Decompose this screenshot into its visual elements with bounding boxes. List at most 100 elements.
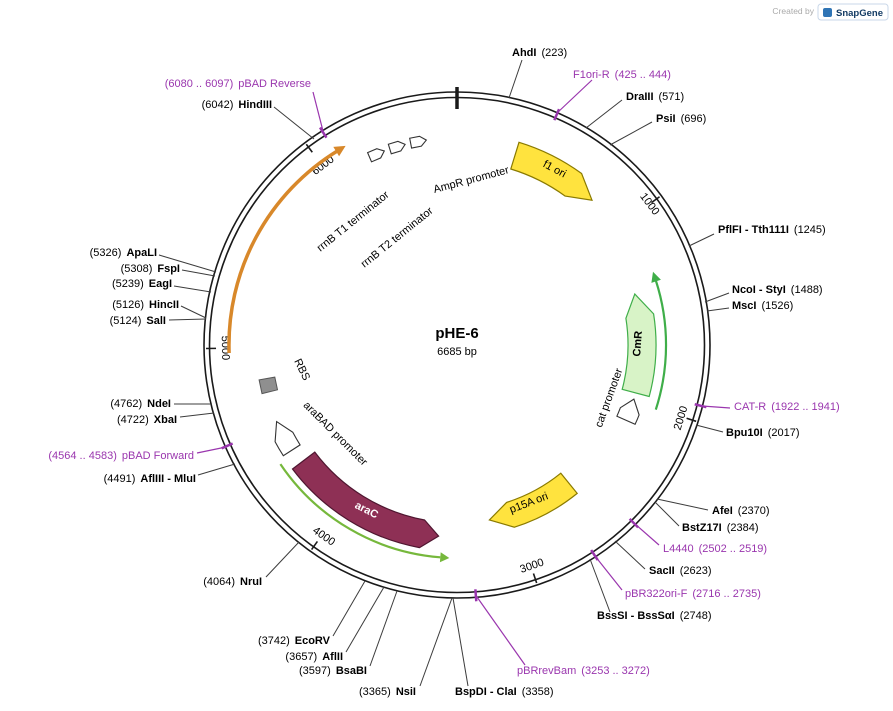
primer-label-pbad-reverse[interactable]: (6080 .. 6097) pBAD Reverse (165, 78, 311, 90)
tick-2000 (686, 417, 697, 423)
cmr-arrow[interactable] (621, 292, 657, 398)
site-name: NruI (240, 576, 262, 588)
leader-line (585, 99, 623, 129)
site-label-sacii[interactable]: SacII (2623) (649, 565, 711, 577)
arac-gene-arrowhead (439, 552, 450, 563)
site-name: NdeI (147, 398, 171, 410)
site-label-psii[interactable]: PsiI (696) (656, 113, 706, 125)
primer-tick-pbrrevbam[interactable] (474, 589, 478, 602)
site-pos: (4762) (110, 398, 142, 410)
site-name: BsaBI (336, 665, 367, 677)
leader-line (173, 285, 212, 293)
primer-name: CAT-R (734, 401, 766, 413)
ampr-promoter-arrow[interactable] (409, 135, 428, 149)
primer-label-f1ori-r[interactable]: F1ori-R (425 .. 444) (573, 69, 671, 81)
site-label-fspi[interactable]: (5308) FspI (121, 263, 180, 275)
primer-leader-line (312, 91, 324, 132)
leader-line (179, 412, 215, 418)
rbs-marker[interactable] (258, 376, 279, 395)
leader-line (369, 590, 398, 667)
site-label-eagi[interactable]: (5239) EagI (112, 278, 172, 290)
site-label-bpu10i[interactable]: Bpu10I (2017) (726, 427, 799, 439)
cmr-gene-arrowhead (651, 271, 661, 283)
rrnb-t2-terminator-arrow[interactable] (387, 140, 406, 155)
site-label-afei[interactable]: AfeI (2370) (712, 505, 770, 517)
primer-tick-pbad-reverse[interactable] (318, 126, 328, 139)
tick-4000 (310, 540, 319, 551)
site-label-ecorv[interactable]: (3742) EcoRV (258, 635, 331, 647)
site-pos: (3358) (522, 686, 554, 698)
site-name: XbaI (154, 414, 177, 426)
primer-leader-line (476, 596, 526, 666)
site-pos: (1488) (791, 284, 823, 296)
f1-ori-arrow[interactable] (510, 141, 593, 201)
leader-lines (158, 59, 730, 687)
primer-name: L4440 (663, 543, 694, 555)
site-label-bsssi[interactable]: BssSI - BssSαI (2748) (597, 610, 711, 622)
site-label-bsabi[interactable]: (3597) BsaBI (299, 665, 367, 677)
site-name: SacII (649, 565, 675, 577)
primer-label-pbad-forward[interactable]: (4564 .. 4583) pBAD Forward (48, 450, 194, 462)
site-label-apali[interactable]: (5326) ApaLI (90, 247, 157, 259)
site-label-bstz17i[interactable]: BstZ17I (2384) (682, 522, 759, 534)
primer-pos: (425 .. 444) (615, 69, 671, 81)
arabad-promoter-arrow[interactable] (274, 420, 301, 457)
primer-leader-lines (196, 79, 731, 666)
leader-line (704, 292, 730, 303)
leader-line (688, 233, 715, 247)
site-label-nrui[interactable]: (4064) NruI (203, 576, 262, 588)
site-pos: (5326) (90, 247, 122, 259)
site-label-afliii-mlui[interactable]: (4491) AflIII - MluI (104, 473, 196, 485)
site-label-aflii[interactable]: (3657) AflII (285, 651, 343, 663)
site-label-pflfi-tth111i[interactable]: PflFI - Tth111I (1245) (718, 224, 826, 236)
leader-line (158, 254, 217, 273)
p15a-ori-arrow[interactable] (488, 472, 579, 528)
site-label-msci[interactable]: MscI (1526) (732, 300, 793, 312)
site-pos: (5308) (121, 263, 153, 275)
site-pos: (2017) (768, 427, 800, 439)
arac-arrow[interactable] (291, 451, 440, 549)
site-name: BstZ17I (682, 522, 722, 534)
primer-tick-f1ori-r[interactable] (553, 108, 561, 121)
plasmid-name: pHE-6 (435, 325, 478, 342)
primer-leader-line (634, 523, 660, 546)
site-label-bspdi-clai[interactable]: BspDI - ClaI (3358) (455, 686, 554, 698)
leader-line (265, 541, 300, 578)
site-pos: (2748) (680, 610, 712, 622)
tick-6000 (305, 143, 313, 153)
site-pos: (4722) (117, 414, 149, 426)
site-label-draiii[interactable]: DraIII (571) (626, 91, 684, 103)
site-label-xbai[interactable]: (4722) XbaI (117, 414, 177, 426)
site-label-ndei[interactable]: (4762) NdeI (110, 398, 171, 410)
cat-promoter-arrow[interactable] (616, 398, 640, 426)
site-pos: (3365) (359, 686, 391, 698)
site-name: HindIII (238, 99, 272, 111)
site-label-sali[interactable]: (5124) SalI (110, 315, 166, 327)
orf-arc[interactable] (227, 149, 339, 354)
site-label-nsii[interactable]: (3365) NsiI (359, 686, 416, 698)
arac-gene-arc[interactable] (279, 463, 441, 559)
snapgene-badge[interactable] (817, 3, 889, 21)
snapgene-brand-label: SnapGene (836, 8, 883, 19)
site-label-hindiii[interactable]: (6042) HindIII (202, 99, 272, 111)
primer-name: pBR322ori-F (625, 588, 688, 600)
site-pos: (3742) (258, 635, 290, 647)
site-name: NcoI - StyI (732, 284, 786, 296)
leader-line (345, 586, 385, 653)
primer-label-pbr322ori-f[interactable]: pBR322ori-F (2716 .. 2735) (625, 588, 761, 600)
primer-label-l4440[interactable]: L4440 (2502 .. 2519) (663, 543, 767, 555)
site-label-ncoi-styi[interactable]: NcoI - StyI (1488) (732, 284, 823, 296)
site-pos: (2384) (727, 522, 759, 534)
tick-3000 (532, 573, 538, 584)
site-name: SalI (146, 315, 166, 327)
primer-label-pbrrevbam[interactable]: pBRrevBam (3253 .. 3272) (517, 665, 650, 677)
site-pos: (4491) (104, 473, 136, 485)
rrnb-t1-terminator-arrow[interactable] (366, 146, 387, 163)
primer-label-cat-r[interactable]: CAT-R (1922 .. 1941) (734, 401, 840, 413)
cmr-gene-arc[interactable] (654, 280, 668, 410)
site-label-ahdi[interactable]: AhdI (223) (512, 47, 567, 59)
leader-line (180, 305, 207, 319)
site-label-hincii[interactable]: (5126) HincII (112, 299, 179, 311)
primer-pos: (3253 .. 3272) (581, 665, 650, 677)
